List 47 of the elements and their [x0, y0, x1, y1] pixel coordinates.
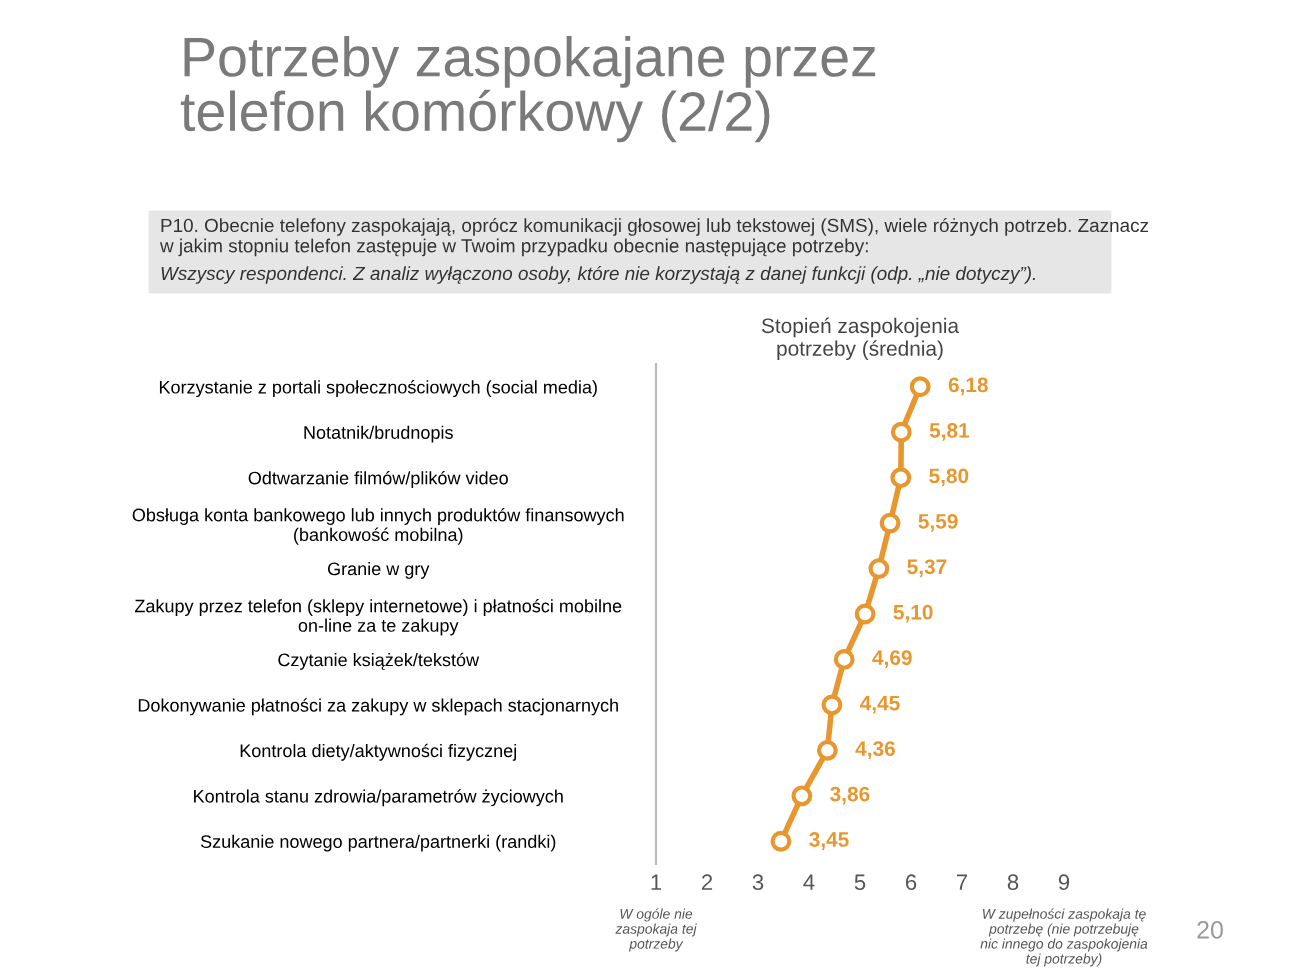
point [816, 739, 838, 761]
data-label: 5,10 [893, 604, 933, 623]
y-tick-label: Dokonywanie płatności za zakupy w sklepach stacjonarnych [138, 698, 618, 716]
y-tick-label: Obsługa konta bankowego lub innych produktów finansowych (bankowość mobilna) [132, 507, 624, 545]
point [909, 376, 931, 398]
point [890, 467, 912, 489]
x-tick-label: 5 [854, 874, 866, 891]
y-tick-label: Zakupy przez telefon (sklepy internetowe) i płatności mobilne on-line za te zakupy [134, 598, 622, 636]
point [770, 830, 792, 852]
x-tick-label: 9 [1058, 874, 1070, 891]
x-tick-label: 1 [651, 874, 662, 890]
point [868, 558, 890, 579]
y-tick-label: Czytanie książek/tekstów [278, 652, 480, 670]
data-label: 5,81 [929, 423, 970, 441]
point [791, 785, 813, 807]
chart-title: Potrzeby zaspokajane przez telefon komórkowy (2/2) [180, 36, 876, 143]
point [890, 421, 912, 443]
x-tick-label: 4 [803, 874, 815, 890]
data-label: 6,18 [948, 377, 988, 396]
point [879, 512, 901, 534]
x-tick-label: 8 [1007, 874, 1019, 891]
data-label: 4,45 [860, 695, 900, 714]
x-tick-label: 2 [701, 874, 713, 890]
x-tick-label: 3 [752, 874, 764, 891]
x-axis-title: Stopień zaspokojenia potrzeby (średnia) [761, 317, 960, 360]
data-label: 5,59 [918, 513, 958, 532]
data-label: 5,80 [929, 468, 969, 487]
data-label: 4,36 [855, 741, 895, 759]
chart-subtitle: P10. Obecnie telefony zaspokajają, oprócz komunikacji głosowej lub tekstowej (SMS), wiele różnych potrzeb. Zaznacz w jakim stopniu telefon zastępuje w Twoim przypadku obecnie następujące potrzeby: [159, 218, 1149, 257]
text: Wszyscy respondenci. Z analiz wyłączono osoby, które nie korzystają z danej funkcji (odp. „nie dotyczy”). [161, 266, 1035, 284]
data-label: 3,45 [809, 832, 849, 850]
y-tick-label: Notatnik/brudnopis [304, 425, 453, 443]
data-label: 5,37 [907, 559, 947, 578]
y-tick-label: Kontrola diety/aktywności fizycznej [240, 743, 516, 761]
point [833, 649, 855, 670]
point [821, 694, 843, 716]
y-tick-label: Odtwarzanie filmów/plików video [248, 470, 508, 489]
x-tick-label: 7 [956, 874, 968, 890]
data-label: 3,86 [830, 786, 870, 805]
y-tick-label: Korzystanie z portali społecznościowych (social media) [159, 380, 597, 398]
y-tick-label: Szukanie nowego partnera/partnerki (randki) [200, 834, 556, 852]
text: 20 [1197, 921, 1223, 939]
y-tick-label: Granie w gry [327, 562, 430, 579]
x-tick-label: 6 [905, 874, 917, 891]
y-tick-label: Kontrola stanu zdrowia/parametrów życiowych [194, 789, 563, 807]
point [854, 603, 876, 625]
data-label: 4,69 [872, 650, 912, 669]
